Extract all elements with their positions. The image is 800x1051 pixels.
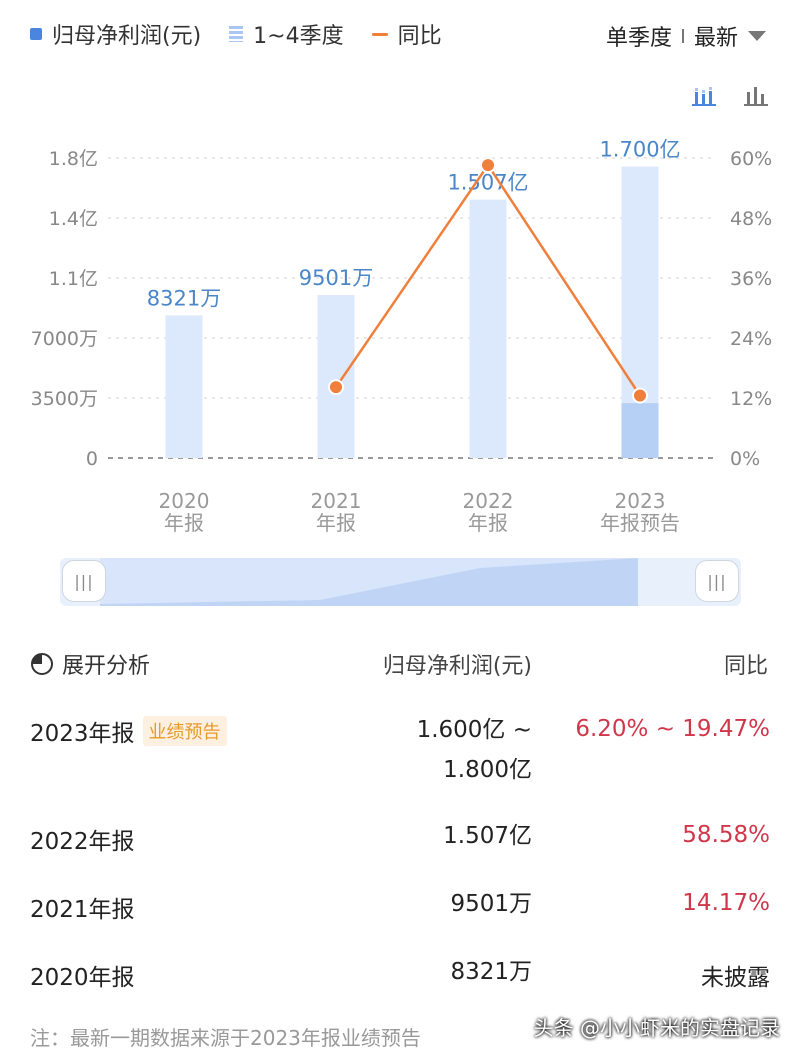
y-right-tick-label: 0% <box>730 448 760 470</box>
chevron-down-icon[interactable] <box>748 31 766 41</box>
row-value-line2: 1.800亿 <box>443 757 532 783</box>
table-header: 展开分析 归母净利润(元) 同比 <box>30 648 770 682</box>
row-period: 2023年报 业绩预告 <box>30 714 227 748</box>
x-tick-label: 年报 <box>468 511 508 535</box>
bar-data-label: 1.700亿 <box>599 138 680 162</box>
y-right-tick-label: 12% <box>730 388 772 410</box>
row-yoy: 未披露 <box>701 965 770 991</box>
x-tick-label: 年报预告 <box>600 511 680 535</box>
table-row-2023: 2023年报 业绩预告 1.600亿 ~ 1.800亿 6.20% ~ 19.4… <box>30 712 770 792</box>
y-right-tick-label: 60% <box>730 148 772 170</box>
legend-item-net-profit[interactable]: 归母净利润(元) <box>30 18 201 50</box>
legend-label-yoy: 同比 <box>397 24 442 49</box>
y-left-tick-label: 0 <box>86 448 98 470</box>
yoy-point <box>480 157 496 174</box>
footnote: 注：最新一期数据来源于2023年报业绩预告 <box>30 1026 421 1050</box>
row-value: 1.600亿 ~ 1.800亿 <box>417 710 532 790</box>
slider-track[interactable] <box>60 558 741 606</box>
row-period-label: 2023年报 <box>30 721 135 747</box>
period-divider <box>681 29 684 43</box>
x-tick-label: 2020 <box>159 489 210 513</box>
slider-handle-right[interactable]: ||| <box>695 560 739 602</box>
row-value: 1.507亿 <box>443 823 532 849</box>
profit-chart: 0 0% 3500万 12% 7000万 24% 1.1亿 36% 1.4亿 48% 1.8亿 60%… <box>31 138 773 535</box>
watermark: 头条 @小小虾米的实盘记录 <box>533 1016 780 1040</box>
period-mode-label[interactable]: 单季度 <box>605 26 672 51</box>
legend-swatch-quarters <box>229 26 244 42</box>
expand-analysis-button[interactable]: 展开分析 <box>30 648 150 680</box>
y-left-tick-label: 7000万 <box>31 328 98 350</box>
bar-data-label: 8321万 <box>147 286 221 310</box>
row-period-label: 2022年报 <box>30 829 135 855</box>
period-filter-label[interactable]: 最新 <box>693 26 738 51</box>
y-left-tick-label: 1.1亿 <box>49 268 98 290</box>
yoy-point <box>328 379 344 396</box>
bar-chart-icon[interactable] <box>744 84 770 106</box>
yoy-point <box>632 387 648 404</box>
forecast-badge: 业绩预告 <box>142 716 227 746</box>
row-value: 8321万 <box>450 959 532 985</box>
y-left-tick-label: 3500万 <box>31 388 98 410</box>
bar-quarters <box>621 403 659 458</box>
y-left-tick-label: 1.4亿 <box>49 208 98 230</box>
legend-swatch-net-profit <box>30 28 42 40</box>
bar-data-label: 9501万 <box>299 266 373 290</box>
column-header-yoy: 同比 <box>723 654 768 679</box>
x-tick-label: 2021 <box>311 489 362 513</box>
row-yoy: 58.58% <box>682 822 770 848</box>
y-left-tick-label: 1.8亿 <box>49 148 98 170</box>
bar-net-profit <box>165 315 203 458</box>
legend-swatch-yoy <box>371 32 388 36</box>
legend-label-net-profit: 归母净利润(元) <box>52 24 202 49</box>
x-tick-label: 2022 <box>463 489 514 513</box>
expand-analysis-label: 展开分析 <box>62 654 151 679</box>
slider-handle-left[interactable]: ||| <box>62 560 106 602</box>
legend-item-yoy[interactable]: 同比 <box>371 18 442 50</box>
y-right-tick-label: 24% <box>730 328 772 350</box>
y-right-tick-label: 48% <box>730 208 772 230</box>
x-tick-label: 2023 <box>615 489 666 513</box>
pie-chart-icon <box>31 653 53 675</box>
slider-minimap <box>100 558 638 606</box>
x-tick-label: 年报 <box>316 511 356 535</box>
row-yoy: 6.20% ~ 19.47% <box>575 716 770 742</box>
stacked-bar-chart-icon[interactable] <box>692 84 718 106</box>
range-slider[interactable]: ||| ||| <box>60 558 741 606</box>
row-value-line1: 1.600亿 ~ <box>416 717 532 743</box>
period-selector[interactable]: 单季度 最新 <box>606 20 766 52</box>
x-tick-label: 年报 <box>164 511 204 535</box>
row-value: 9501万 <box>450 891 532 917</box>
row-yoy: 14.17% <box>682 890 770 916</box>
bar-net-profit <box>317 295 355 458</box>
bar-data-label: 1.507亿 <box>447 171 528 195</box>
legend-item-quarters[interactable]: 1~4季度 <box>229 18 344 50</box>
legend-label-quarters: 1~4季度 <box>253 24 344 49</box>
column-header-value: 归母净利润(元) <box>382 654 532 679</box>
chart-legend: 归母净利润(元) 1~4季度 同比 <box>30 18 470 50</box>
row-period-label: 2020年报 <box>30 965 135 991</box>
y-right-tick-label: 36% <box>730 268 772 290</box>
row-period-label: 2021年报 <box>30 897 135 923</box>
bar-net-profit <box>469 199 507 458</box>
chart-view-switcher <box>666 84 770 106</box>
